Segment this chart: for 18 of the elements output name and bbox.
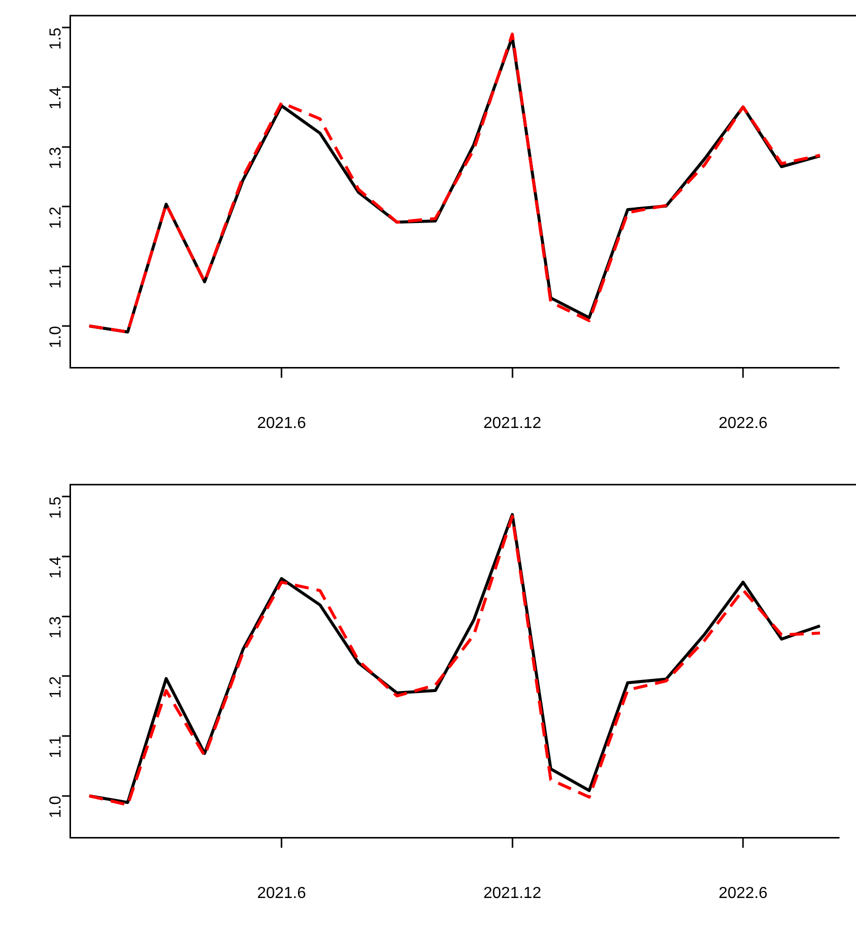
x-tick-label: 2022.6: [718, 884, 768, 902]
x-tick-label: 2021.6: [257, 414, 306, 432]
y-tick-label: 1.5: [47, 496, 64, 519]
x-tick-label: 2021.12: [483, 884, 542, 902]
y-tick-label: 1.1: [47, 266, 64, 289]
y-tick-label: 1.1: [47, 736, 64, 758]
y-tick-label: 1.2: [47, 676, 64, 698]
y-tick-label: 1.3: [47, 616, 64, 639]
x-tick-label: 2021.6: [257, 884, 306, 902]
y-tick-label: 1.0: [47, 796, 64, 818]
y-tick-label: 1.4: [47, 87, 64, 110]
y-tick-label: 1.0: [47, 326, 64, 348]
y-tick-label: 1.4: [47, 556, 64, 579]
x-tick-label: 2022.6: [718, 414, 768, 432]
y-tick-label: 1.3: [47, 146, 64, 170]
x-tick-label: 2021.12: [483, 414, 542, 432]
y-tick-label: 1.5: [47, 27, 64, 50]
y-tick-label: 1.2: [47, 206, 64, 229]
